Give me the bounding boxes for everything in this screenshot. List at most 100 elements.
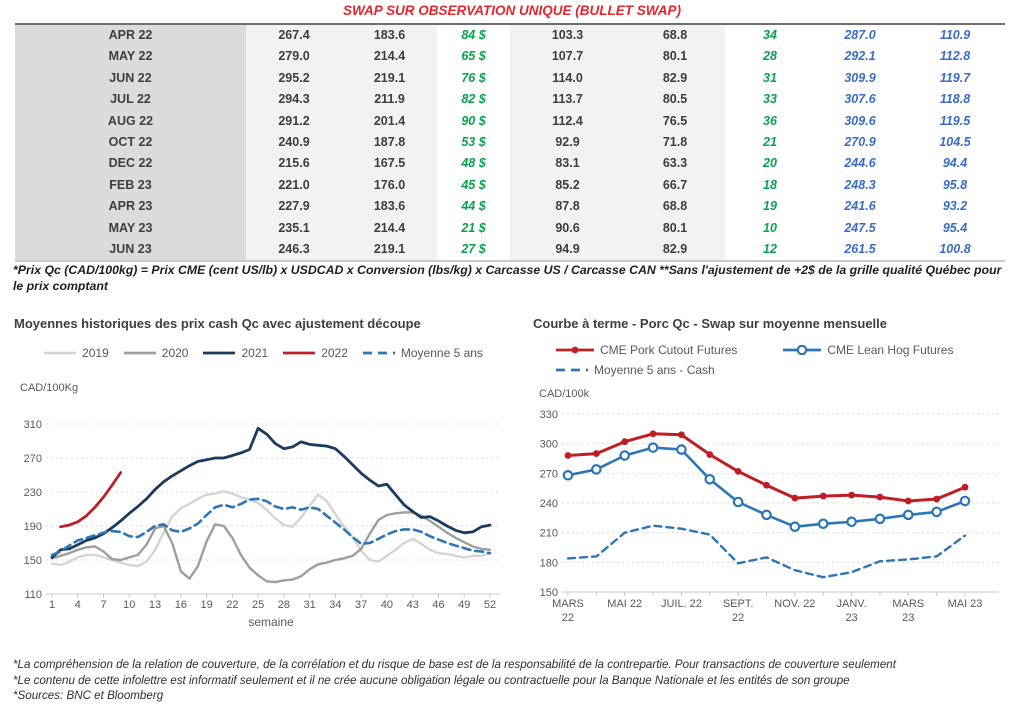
data-point-marker (676, 444, 687, 455)
table-cell: 80.1 (625, 46, 725, 68)
row-month-label: APR 23 (15, 196, 246, 218)
table-cell: 45 $ (461, 177, 486, 192)
table-cell: 28 (763, 49, 777, 64)
table-cell: 261.5 (844, 241, 876, 256)
data-point-marker (619, 450, 631, 461)
table-cell: 82.9 (625, 67, 725, 90)
table-cell: 92.9 (510, 131, 625, 154)
table-cell: 68.8 (625, 196, 725, 218)
y-tick-label: 240 (540, 498, 558, 510)
data-point-marker (789, 521, 801, 533)
table-cell: 107.7 (510, 46, 625, 68)
x-tick-label: NOV. 22 (774, 598, 815, 610)
data-point-marker (846, 516, 857, 528)
legend-label: 2019 (82, 346, 109, 360)
table-cell: 94.4 (942, 156, 968, 171)
x-tick-label: 22 (562, 612, 574, 624)
x-tick-label: 22 (226, 599, 238, 611)
table-cell: 34 (763, 28, 777, 42)
table-cell: 10 (763, 220, 777, 235)
legend-item-2021: 2021 (202, 346, 268, 360)
chart-left-plot: 110 150 190 230 270 310 1 4 7 10 13 16 19 22 25 28 31 34 3… (24, 419, 500, 629)
table-cell: 187.8 (342, 131, 437, 154)
data-point-marker (848, 491, 855, 499)
table-cell: 113.7 (510, 89, 625, 111)
table-cell: 248.3 (844, 177, 876, 192)
table-cell: 211.9 (342, 89, 437, 111)
y-tick-label: 330 (540, 409, 558, 421)
chart-right-legend-row1: CME Pork Cutout Futures CME Lean Hog Futu… (555, 343, 953, 357)
x-tick-label: 7 (100, 599, 106, 611)
table-cell: 183.6 (342, 196, 437, 218)
data-point-marker (592, 450, 600, 457)
data-point-marker (562, 470, 574, 481)
table-cell: 85.2 (510, 174, 625, 197)
legend-item-cme-pork-cutout-futures: CME Pork Cutout Futures (555, 343, 737, 357)
legend-swatch-icon (362, 351, 395, 355)
y-tick-label: 180 (540, 557, 558, 569)
table-cell: 82.9 (625, 238, 725, 261)
x-tick-label: 22 (732, 612, 744, 624)
data-point-marker (933, 495, 941, 503)
data-point-marker (706, 451, 714, 458)
table-cell: 307.6 (844, 92, 876, 107)
chart-right-legend-row2: Moyenne 5 ans - Cash (555, 363, 715, 377)
table-cell: 241.6 (844, 199, 876, 214)
table-cell: 247.5 (844, 220, 876, 235)
table-cell: 36 (763, 113, 777, 128)
page-title: SWAP SUR OBSERVATION UNIQUE (BULLET SWAP… (342, 3, 681, 18)
table-cell: 20 (763, 156, 777, 171)
row-month-label: JUN 22 (15, 67, 246, 90)
data-point-marker (791, 494, 799, 502)
series-line-2022 (59, 471, 123, 529)
legend-item-2020: 2020 (123, 346, 188, 360)
table-cell: 80.1 (625, 217, 725, 239)
legend-item-2022: 2022 (282, 346, 348, 360)
table-cell: 291.2 (246, 110, 342, 132)
row-month-label: JUN 23 (15, 238, 246, 261)
data-point-marker (732, 496, 744, 508)
y-tick-label: 210 (540, 528, 558, 540)
legend-item-moyenne-5-ans-cash: Moyenne 5 ans - Cash (555, 363, 715, 377)
data-point-marker (649, 430, 657, 438)
x-tick-label: 4 (75, 599, 81, 611)
legend-swatch-icon (123, 351, 156, 355)
table-cell: 82 $ (461, 92, 486, 107)
table-cell: 227.9 (246, 196, 342, 218)
table-cell: 19 (763, 199, 777, 214)
x-tick-label: MAI 23 (948, 598, 983, 610)
legend-label: 2021 (241, 346, 269, 360)
legend-item-cme-lean-hog-futures: CME Lean Hog Futures (782, 343, 953, 357)
x-tick-label: MAI 22 (607, 598, 642, 610)
table-cell: 309.9 (844, 70, 876, 85)
data-point-marker (819, 492, 827, 500)
row-month-label: FEB 23 (15, 174, 246, 197)
table-cell: 235.1 (246, 217, 342, 239)
data-point-marker (902, 509, 914, 521)
table-cell: 87.8 (510, 196, 625, 218)
table-cell: 71.8 (625, 131, 725, 154)
table-cell: 68.8 (625, 25, 725, 47)
data-point-marker (817, 518, 829, 530)
data-point-marker (874, 513, 886, 525)
table-cell: 27 $ (461, 241, 486, 256)
x-tick-label: SEPT. (723, 598, 754, 610)
table-cell: 112.4 (510, 110, 625, 132)
table-cell: 201.4 (342, 110, 437, 132)
table-cell: 31 (763, 70, 777, 85)
y-tick-label: 150 (540, 587, 558, 599)
table-cell: 309.6 (844, 113, 876, 128)
row-month-label: MAY 23 (15, 217, 246, 239)
table-cell: 279.0 (246, 46, 342, 68)
x-tick-label: 25 (252, 599, 264, 611)
data-point-marker (564, 452, 572, 459)
data-point-marker (678, 431, 685, 439)
table-cell: 93.2 (942, 199, 968, 214)
swap-table: APR 22 267.4 183.6 84 $103.3 68.8 34 287.0 110.… (15, 23, 1005, 263)
table-cell: 94.9 (510, 238, 625, 261)
data-point-marker (931, 506, 942, 518)
table-cell: 95.8 (942, 177, 968, 192)
x-tick-label: 23 (845, 612, 857, 624)
swap-table-grid: APR 22 267.4 183.6 84 $103.3 68.8 34 287.0 110.… (15, 25, 1005, 261)
table-cell: 176.0 (342, 174, 437, 197)
